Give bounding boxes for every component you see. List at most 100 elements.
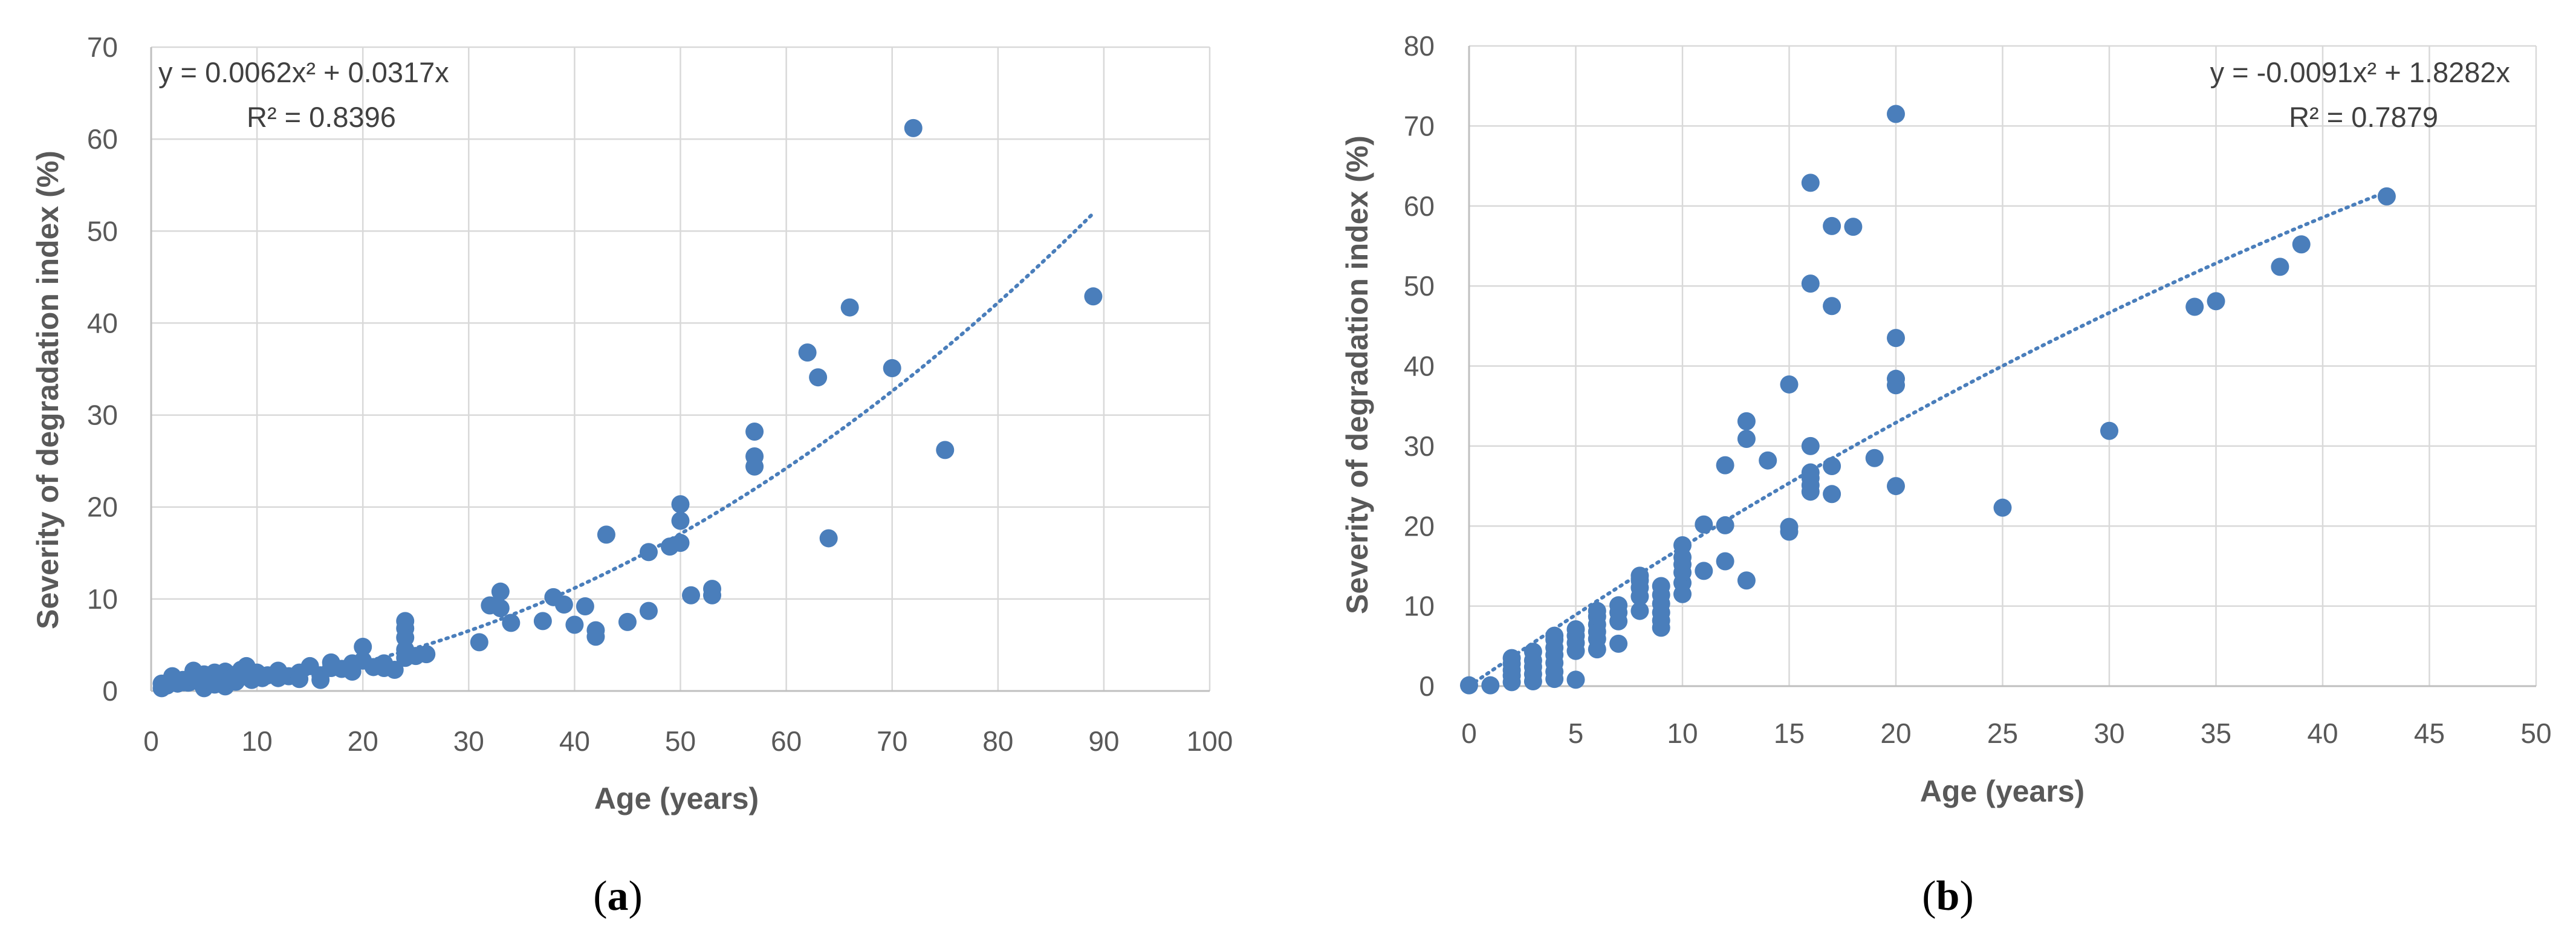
chart-a-y-axis-title: Severity of degradation index (%) — [31, 151, 65, 629]
chart-b-x-tick-label: 0 — [1461, 718, 1477, 749]
chart-b-data-point — [1801, 436, 1820, 455]
chart-a-data-point — [554, 595, 573, 614]
chart-b-data-point — [1823, 216, 1841, 235]
chart-b-data-point — [2271, 258, 2289, 276]
chart-a-x-tick-label: 80 — [982, 725, 1013, 757]
chart-b-y-tick-label: 40 — [1404, 351, 1435, 382]
chart-a-data-point — [396, 612, 415, 631]
chart-a-x-tick-labels: 0 10 20 30 40 50 60 70 80 90 100 — [143, 725, 1233, 757]
chart-b-data-point — [1716, 516, 1734, 534]
chart-b-data-point — [1844, 218, 1863, 236]
chart-b-trendline-path — [1467, 190, 2389, 688]
chart-a-data-point — [745, 447, 764, 466]
chart-a-y-tick-label: 60 — [87, 123, 118, 155]
chart-a-data-point — [385, 661, 404, 679]
chart-a-x-tick-label: 90 — [1088, 725, 1119, 757]
chart-b-data-point — [1716, 456, 1734, 475]
chart-b-x-tick-label: 40 — [2307, 718, 2338, 749]
chart-b-data-point — [1481, 676, 1500, 695]
chart-b-equation: y = -0.0091x² + 1.8282x — [2210, 56, 2510, 88]
chart-b-y-tick-label: 10 — [1404, 591, 1435, 622]
chart-b-data-point — [1737, 429, 1756, 448]
chart-a-x-tick-label: 0 — [143, 725, 159, 757]
chart-a-y-tick-labels: 0 10 20 30 40 50 60 70 — [87, 31, 118, 707]
chart-b-data-point — [1566, 670, 1585, 689]
chart-b-data-point — [1823, 485, 1841, 504]
chart-b-x-tick-label: 50 — [2520, 718, 2551, 749]
chart-a-y-tick-label: 10 — [87, 583, 118, 615]
chart-a: 0 10 20 30 40 50 60 70 80 90 100 0 10 20 30 40 50 60 70 y… — [0, 0, 1288, 937]
chart-b-panel-label: (b) — [1922, 873, 1974, 919]
chart-b-data-point — [1737, 571, 1756, 590]
chart-b-x-tick-label: 20 — [1880, 718, 1911, 749]
chart-a-x-tick-label: 50 — [665, 725, 696, 757]
chart-a-data-point — [883, 358, 901, 377]
chart-b-data-point — [2100, 421, 2118, 440]
chart-a-data-point — [671, 495, 690, 514]
chart-b-data-point — [1823, 456, 1841, 475]
chart-b-data-point — [1887, 329, 1905, 348]
chart-b-x-tick-label: 30 — [2094, 718, 2124, 749]
chart-a-data-point — [809, 368, 828, 387]
chart-a-data-point — [290, 670, 309, 689]
chart-b-x-tick-label: 10 — [1667, 718, 1698, 749]
chart-b-data-point — [1630, 566, 1649, 585]
chart-a-data-point — [639, 601, 658, 620]
chart-a-x-tick-label: 100 — [1187, 725, 1233, 757]
chart-b-data-point — [1609, 596, 1628, 615]
chart-a-background — [0, 0, 1288, 937]
chart-a-data-point — [565, 615, 584, 634]
chart-b-data-point — [1887, 477, 1905, 496]
chart-a-equation: y = 0.0062x² + 0.0317x — [158, 56, 449, 88]
chart-b-y-tick-label: 30 — [1404, 430, 1435, 462]
chart-a-data-point — [354, 637, 372, 656]
chart-a-data-point — [502, 614, 521, 632]
chart-b-data-point — [1716, 552, 1734, 571]
chart-b-data-point — [1523, 643, 1542, 661]
chart-a-x-tick-label: 60 — [771, 725, 802, 757]
chart-b-data-point — [1652, 577, 1670, 595]
chart-b-data-point — [1887, 369, 1905, 388]
chart-a-trendline-path — [160, 211, 1095, 693]
chart-b-y-tick-label: 80 — [1404, 30, 1435, 62]
chart-b-data-point — [2185, 297, 2204, 316]
chart-a-y-tick-label: 70 — [87, 31, 118, 63]
chart-b-data-point — [1993, 498, 2012, 517]
chart-b-data-point — [1801, 463, 1820, 482]
chart-b-x-tick-label: 45 — [2414, 718, 2445, 749]
chart-b-data-point — [1695, 515, 1713, 534]
chart-a-data-point — [618, 612, 637, 631]
chart-a-data-point — [819, 529, 838, 548]
chart-a-data-point — [533, 612, 552, 631]
chart-a-x-tick-label: 40 — [559, 725, 590, 757]
chart-b-data-point — [1801, 274, 1820, 293]
chart-b-y-axis-title: Severity of degradation index (%) — [1340, 135, 1374, 614]
chart-b-y-tick-label: 0 — [1419, 670, 1435, 702]
chart-b-data-point — [1630, 601, 1649, 620]
chart-b-points — [1460, 105, 2396, 695]
chart-a-y-tick-label: 30 — [87, 400, 118, 431]
chart-a-data-point — [491, 582, 510, 601]
chart-a-data-point — [936, 441, 955, 459]
chart-b-data-point — [1673, 536, 1692, 555]
chart-b-x-tick-label: 5 — [1568, 718, 1584, 749]
chart-a-data-point — [597, 525, 615, 544]
chart-b-data-point — [2377, 187, 2396, 206]
chart-a-y-tick-label: 40 — [87, 307, 118, 339]
chart-b-gridlines — [1469, 45, 2537, 686]
chart-a-data-point — [586, 627, 605, 646]
chart-a-r-squared: R² = 0.8396 — [247, 101, 396, 133]
chart-a-trendline — [160, 211, 1095, 693]
chart-b-x-tick-label: 15 — [1774, 718, 1805, 749]
chart-b-data-point — [1588, 601, 1606, 620]
chart-a-data-point — [576, 597, 594, 616]
chart-b-data-point — [1801, 173, 1820, 192]
chart-a-axes — [150, 47, 1210, 692]
chart-a-data-point — [745, 422, 764, 441]
chart-b-y-tick-label: 20 — [1404, 510, 1435, 542]
chart-b-x-tick-labels: 0 5 10 15 20 25 30 35 40 45 50 — [1461, 718, 2551, 749]
chart-b-data-point — [1695, 562, 1713, 580]
chart-b-data-point — [2292, 235, 2311, 254]
chart-b-r-squared: R² = 0.7879 — [2289, 101, 2438, 133]
